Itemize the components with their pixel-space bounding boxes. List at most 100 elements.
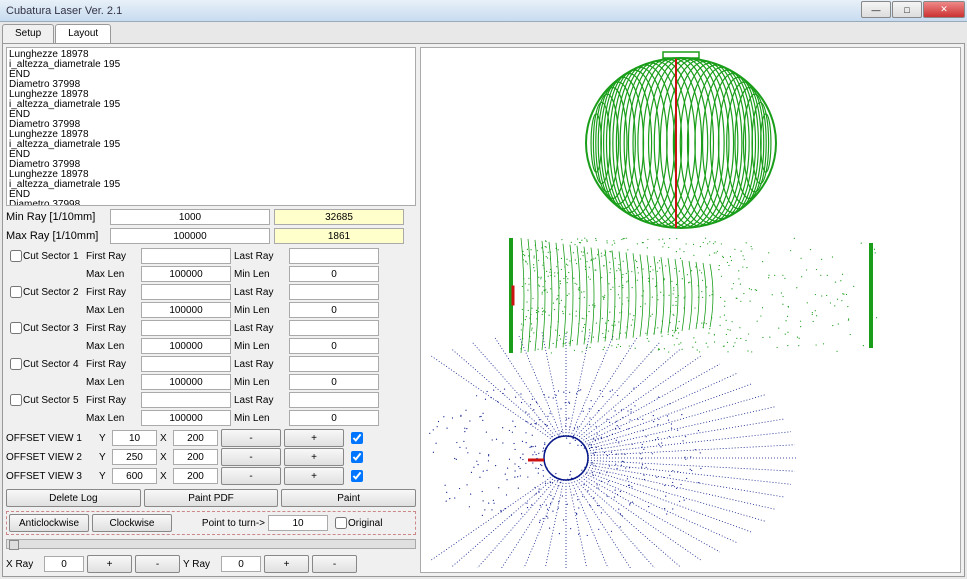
slider-thumb[interactable] (9, 540, 19, 550)
maxlen-label: Max Len (86, 377, 138, 388)
offset-checkbox[interactable] (351, 451, 363, 463)
minlen-label: Min Len (234, 413, 286, 424)
laser-visualization (421, 48, 961, 568)
anticlockwise-button[interactable]: Anticlockwise (9, 514, 89, 532)
offset-plus-button[interactable]: + (284, 429, 344, 447)
firstray-label: First Ray (86, 323, 138, 334)
maxlen-input[interactable] (141, 410, 231, 426)
xray-plus-button[interactable]: + (87, 555, 132, 573)
min-ray-label: Min Ray [1/10mm] (6, 211, 106, 223)
offset-y-input[interactable] (112, 468, 157, 484)
y-label: Y (99, 452, 109, 463)
offset-y-input[interactable] (112, 430, 157, 446)
firstray-input[interactable] (141, 392, 231, 408)
visualization-panel (420, 47, 961, 573)
log-line: i_altezza_diametrale 195 (9, 140, 413, 150)
max-ray-input-2[interactable] (274, 228, 404, 244)
min-ray-input-1[interactable] (110, 209, 270, 225)
maxlen-label: Max Len (86, 413, 138, 424)
paint-button[interactable]: Paint (281, 489, 416, 507)
point-to-turn-input[interactable] (268, 515, 328, 531)
close-button[interactable]: ✕ (923, 1, 965, 18)
original-label: Original (348, 518, 408, 529)
sector-label: Cut Sector 3 (23, 323, 83, 334)
yray-plus-button[interactable]: + (264, 555, 309, 573)
minlen-input[interactable] (289, 266, 379, 282)
firstray-input[interactable] (141, 356, 231, 372)
minlen-label: Min Len (234, 305, 286, 316)
min-ray-input-2[interactable] (274, 209, 404, 225)
sector-row: Max Len Min Len (6, 410, 416, 426)
lastray-input[interactable] (289, 284, 379, 300)
xray-minus-button[interactable]: - (135, 555, 180, 573)
log-line: Diametro 37998 (9, 200, 413, 206)
cut-sectors: Cut Sector 1 First Ray Last Ray Max Len … (6, 247, 416, 426)
offset-minus-button[interactable]: - (221, 467, 281, 485)
sector-label: Cut Sector 2 (23, 287, 83, 298)
lastray-input[interactable] (289, 320, 379, 336)
maxlen-input[interactable] (141, 338, 231, 354)
original-checkbox[interactable] (335, 517, 347, 529)
offset-checkbox[interactable] (351, 432, 363, 444)
sector-checkbox[interactable] (10, 322, 22, 334)
offset-y-input[interactable] (112, 449, 157, 465)
firstray-label: First Ray (86, 287, 138, 298)
lastray-input[interactable] (289, 248, 379, 264)
max-ray-row: Max Ray [1/10mm] (6, 228, 416, 244)
maxlen-input[interactable] (141, 266, 231, 282)
lastray-label: Last Ray (234, 395, 286, 406)
paint-pdf-button[interactable]: Paint PDF (144, 489, 279, 507)
tab-setup[interactable]: Setup (2, 24, 54, 44)
minlen-input[interactable] (289, 410, 379, 426)
minimize-button[interactable]: — (861, 1, 891, 18)
slider[interactable] (6, 539, 416, 549)
firstray-input[interactable] (141, 320, 231, 336)
sector-row: Max Len Min Len (6, 374, 416, 390)
lastray-label: Last Ray (234, 251, 286, 262)
offset-label: OFFSET VIEW 1 (6, 433, 96, 444)
max-ray-input-1[interactable] (110, 228, 270, 244)
firstray-input[interactable] (141, 248, 231, 264)
offset-plus-button[interactable]: + (284, 467, 344, 485)
maxlen-input[interactable] (141, 302, 231, 318)
turn-row: Anticlockwise Clockwise Point to turn-> … (6, 511, 416, 535)
offset-minus-button[interactable]: - (221, 448, 281, 466)
clockwise-button[interactable]: Clockwise (92, 514, 172, 532)
sector-checkbox[interactable] (10, 286, 22, 298)
tab-layout[interactable]: Layout (55, 24, 111, 44)
offset-label: OFFSET VIEW 3 (6, 471, 96, 482)
xray-input[interactable] (44, 556, 84, 572)
lastray-input[interactable] (289, 356, 379, 372)
sector-checkbox[interactable] (10, 358, 22, 370)
maximize-button[interactable]: □ (892, 1, 922, 18)
xray-label: X Ray (6, 559, 41, 570)
offset-x-input[interactable] (173, 468, 218, 484)
offset-row: OFFSET VIEW 1 Y X - + (6, 429, 416, 447)
log-listbox[interactable]: Lunghezze 18978i_altezza_diametrale 195E… (6, 47, 416, 206)
offset-plus-button[interactable]: + (284, 448, 344, 466)
yray-input[interactable] (221, 556, 261, 572)
minlen-input[interactable] (289, 338, 379, 354)
offset-row: OFFSET VIEW 3 Y X - + (6, 467, 416, 485)
offset-checkbox[interactable] (351, 470, 363, 482)
delete-log-button[interactable]: Delete Log (6, 489, 141, 507)
offset-row: OFFSET VIEW 2 Y X - + (6, 448, 416, 466)
sector-label: Cut Sector 1 (23, 251, 83, 262)
lastray-label: Last Ray (234, 323, 286, 334)
minlen-input[interactable] (289, 302, 379, 318)
firstray-input[interactable] (141, 284, 231, 300)
sector-row: Cut Sector 4 First Ray Last Ray (6, 355, 416, 373)
yray-minus-button[interactable]: - (312, 555, 357, 573)
sector-checkbox[interactable] (10, 250, 22, 262)
lastray-input[interactable] (289, 392, 379, 408)
minlen-label: Min Len (234, 269, 286, 280)
firstray-label: First Ray (86, 359, 138, 370)
sector-checkbox[interactable] (10, 394, 22, 406)
offset-minus-button[interactable]: - (221, 429, 281, 447)
maxlen-input[interactable] (141, 374, 231, 390)
minlen-input[interactable] (289, 374, 379, 390)
window-title: Cubatura Laser Ver. 2.1 (6, 5, 122, 17)
point-to-turn-label: Point to turn-> (175, 518, 265, 529)
offset-x-input[interactable] (173, 430, 218, 446)
offset-x-input[interactable] (173, 449, 218, 465)
